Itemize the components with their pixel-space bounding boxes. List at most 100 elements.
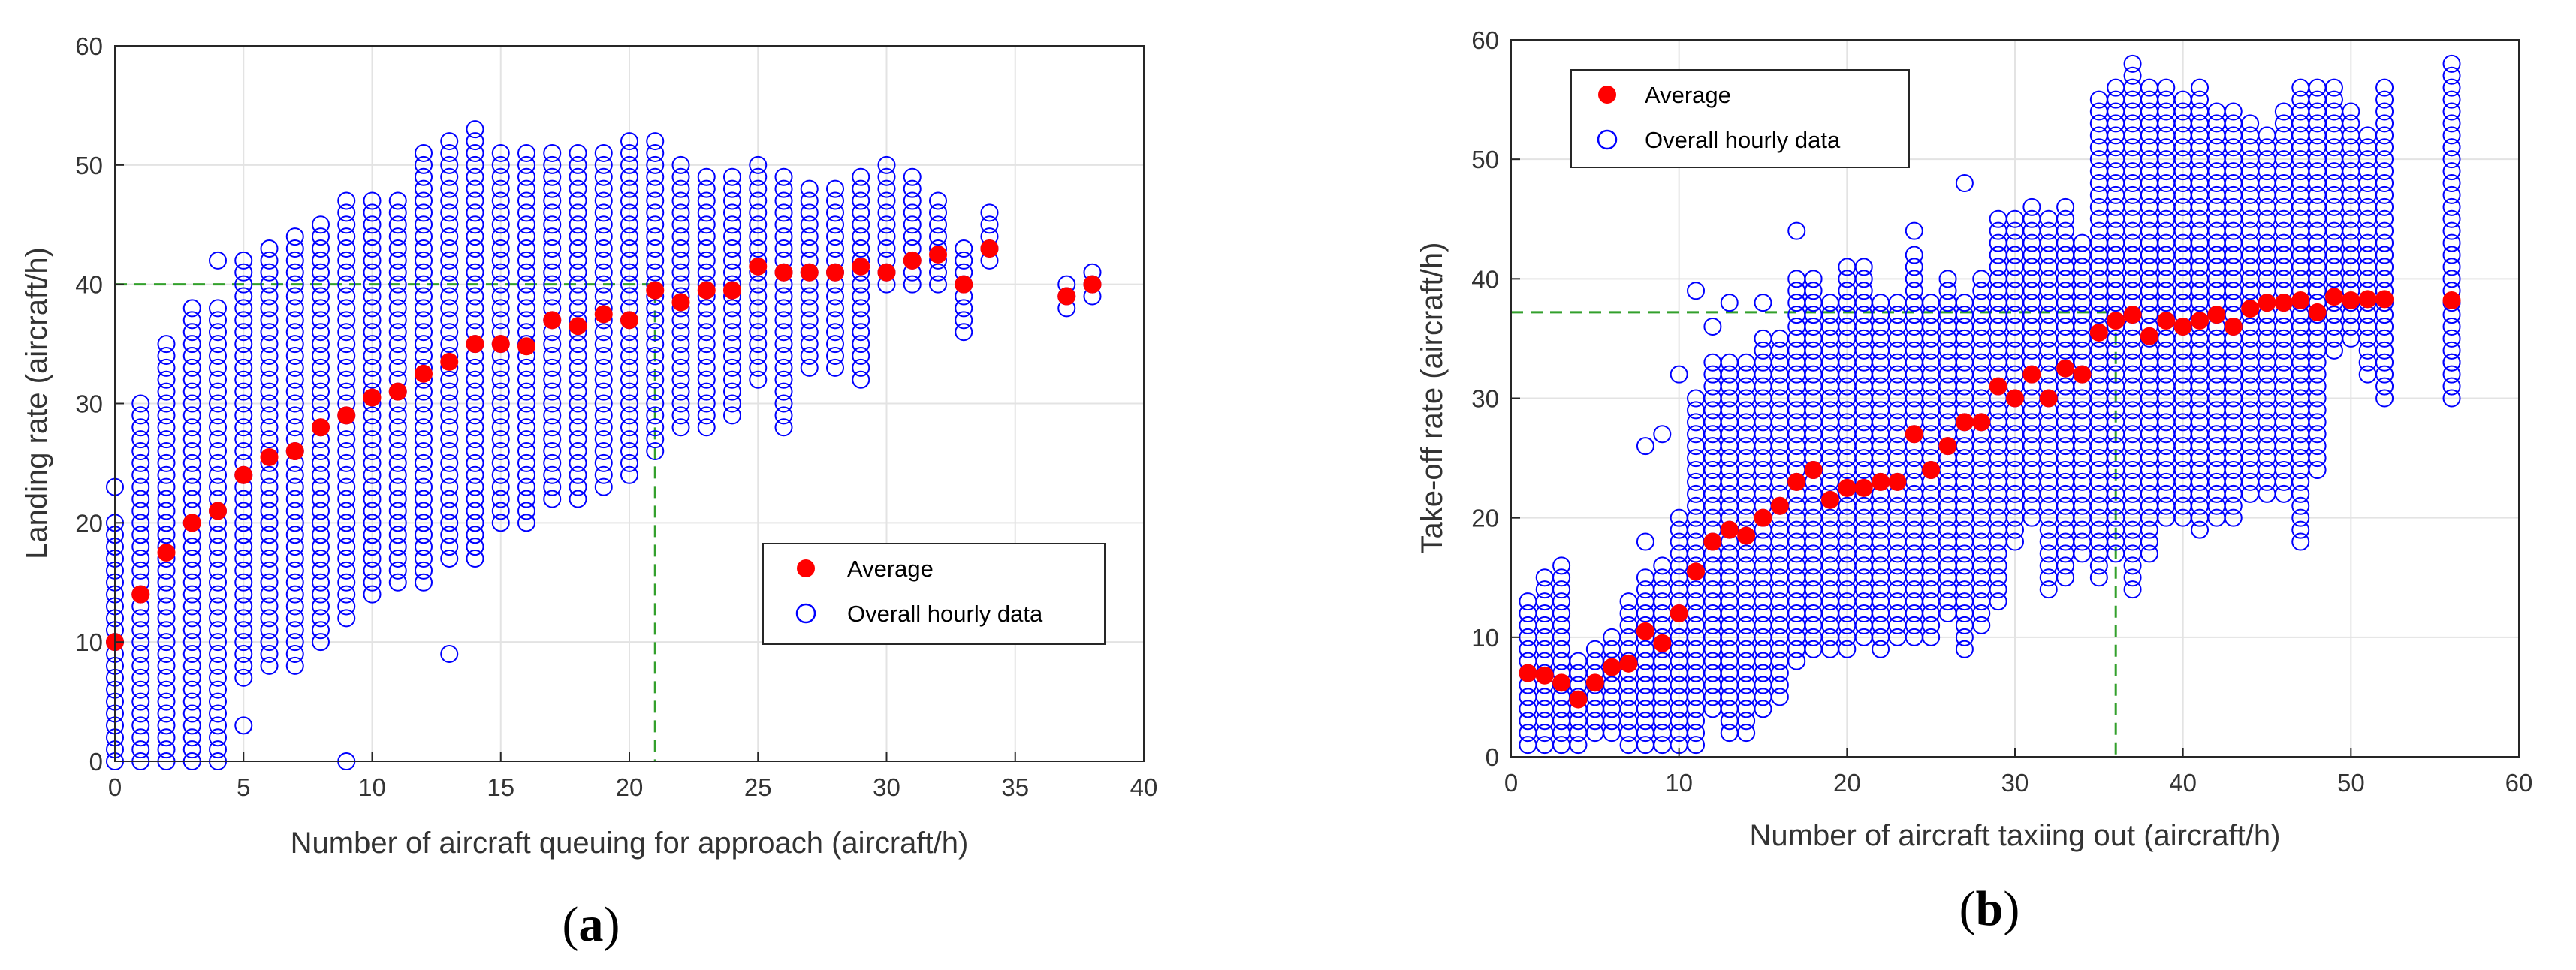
average-point-b xyxy=(2022,365,2041,384)
overall-point-a xyxy=(182,549,201,568)
overall-point-a xyxy=(157,585,176,604)
overall-point-a xyxy=(260,656,279,675)
overall-point-a xyxy=(363,370,382,389)
overall-point-a xyxy=(800,203,819,222)
overall-point-a xyxy=(543,335,562,354)
overall-point-a xyxy=(466,442,484,461)
overall-point-a xyxy=(209,465,227,484)
overall-point-a xyxy=(646,430,665,449)
overall-point-a xyxy=(337,514,356,532)
overall-point-a xyxy=(594,167,613,186)
overall-point-a xyxy=(620,442,638,461)
average-point-a xyxy=(415,364,433,383)
overall-point-a xyxy=(131,477,150,496)
overall-point-a xyxy=(440,132,459,151)
overall-point-a xyxy=(182,668,201,687)
legend-box-a xyxy=(762,543,1106,645)
overall-point-a xyxy=(234,251,253,270)
overall-point-a xyxy=(337,215,356,234)
overall-point-a xyxy=(594,430,613,449)
overall-point-a xyxy=(182,465,201,484)
overall-point-a xyxy=(209,430,227,449)
overall-point-b xyxy=(2375,365,2394,384)
overall-point-a xyxy=(826,191,844,210)
average-point-b xyxy=(1670,604,1688,622)
overall-point-a xyxy=(157,621,176,640)
overall-point-a xyxy=(569,335,587,354)
overall-point-a xyxy=(182,538,201,556)
overall-point-a xyxy=(312,477,330,496)
overall-point-a xyxy=(671,215,690,234)
overall-point-a xyxy=(569,239,587,258)
overall-point-a xyxy=(209,549,227,568)
overall-point-a xyxy=(903,227,922,246)
overall-point-a xyxy=(491,430,510,449)
overall-point-a xyxy=(337,453,356,472)
overall-point-a xyxy=(388,358,407,377)
overall-point-a xyxy=(234,502,253,520)
overall-point-a xyxy=(955,239,973,258)
average-point-b xyxy=(1787,472,1806,491)
overall-point-a xyxy=(491,143,510,162)
overall-point-a xyxy=(569,179,587,198)
average-point-a xyxy=(1083,275,1102,294)
overall-point-a xyxy=(312,335,330,354)
overall-point-b xyxy=(1989,580,2007,599)
overall-point-a xyxy=(260,275,279,294)
overall-point-b xyxy=(1552,628,1571,646)
overall-point-b xyxy=(1972,616,1991,634)
overall-point-b xyxy=(2056,197,2075,216)
overall-point-a xyxy=(569,299,587,318)
overall-point-a xyxy=(337,251,356,270)
overall-point-a xyxy=(569,215,587,234)
overall-point-a xyxy=(543,227,562,246)
overall-point-a xyxy=(234,573,253,592)
x-tick-label-a-4: 20 xyxy=(616,773,644,801)
average-point-a xyxy=(285,442,304,461)
overall-point-a xyxy=(337,191,356,210)
average-point-a xyxy=(903,251,922,270)
overall-point-a xyxy=(285,323,304,342)
overall-point-b xyxy=(2375,138,2394,157)
average-point-a xyxy=(826,263,844,282)
overall-point-a xyxy=(337,323,356,342)
legend-a: Average Overall hourly data xyxy=(762,543,1106,645)
overall-point-a xyxy=(852,179,870,198)
overall-point-a xyxy=(182,561,201,580)
overall-point-b xyxy=(2291,496,2310,515)
overall-point-b xyxy=(1552,604,1571,622)
overall-point-a xyxy=(363,442,382,461)
overall-point-a xyxy=(337,382,356,401)
overall-point-a xyxy=(491,358,510,377)
average-point-a xyxy=(517,337,535,356)
overall-point-b xyxy=(2375,246,2394,264)
overall-point-a xyxy=(543,453,562,472)
overall-point-a xyxy=(543,346,562,365)
overall-point-a xyxy=(157,335,176,354)
average-point-b xyxy=(1585,673,1604,692)
overall-point-a xyxy=(517,299,535,318)
overall-point-b xyxy=(1787,221,1806,240)
overall-point-a xyxy=(312,382,330,401)
overall-point-a xyxy=(285,335,304,354)
average-point-a xyxy=(980,239,999,258)
overall-point-a xyxy=(234,585,253,604)
overall-point-a xyxy=(312,287,330,306)
overall-point-a xyxy=(415,465,433,484)
overall-point-a xyxy=(337,609,356,628)
overall-point-b xyxy=(2291,484,2310,503)
overall-point-a xyxy=(440,453,459,472)
overall-point-b xyxy=(2442,318,2461,336)
overall-point-a xyxy=(466,538,484,556)
overall-point-a xyxy=(774,203,793,222)
average-point-b xyxy=(2442,291,2461,309)
overall-point-a xyxy=(363,263,382,282)
overall-point-a xyxy=(569,227,587,246)
overall-point-b xyxy=(2140,520,2158,539)
overall-point-a xyxy=(929,191,947,210)
overall-point-b xyxy=(1955,628,1974,646)
overall-point-a xyxy=(671,203,690,222)
legend-label-overall-a: Overall hourly data xyxy=(847,601,1043,627)
overall-point-a xyxy=(285,549,304,568)
overall-point-a xyxy=(260,526,279,544)
